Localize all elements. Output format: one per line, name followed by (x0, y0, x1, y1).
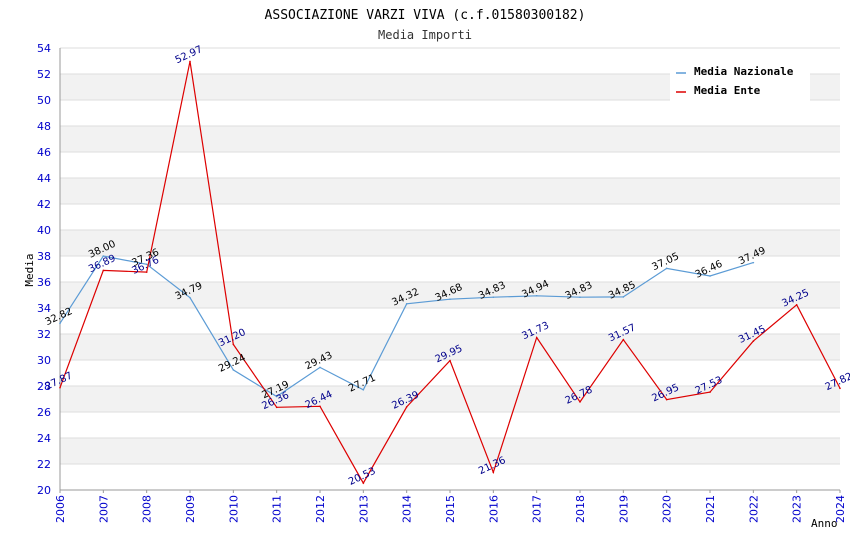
y-tick-label: 40 (37, 224, 51, 237)
data-point (795, 303, 798, 306)
x-tick-label: 2023 (791, 495, 804, 523)
data-point (535, 336, 538, 339)
legend-box (670, 60, 810, 102)
x-tick-label: 2021 (704, 495, 717, 523)
y-tick-label: 48 (37, 120, 51, 133)
data-point (579, 296, 581, 299)
data-point (752, 261, 755, 264)
x-tick-label: 2015 (444, 495, 457, 523)
data-point (665, 398, 668, 401)
data-label: 52.97 (174, 44, 205, 66)
data-point (102, 269, 105, 272)
y-tick-label: 32 (37, 328, 51, 341)
x-tick-label: 2010 (227, 495, 240, 523)
grid-band (60, 126, 840, 152)
y-axis-label: Media (23, 253, 36, 286)
x-tick-label: 2007 (97, 495, 110, 523)
x-tick-label: 2014 (401, 495, 414, 523)
y-tick-label: 24 (37, 432, 51, 445)
data-label: 20.53 (347, 466, 378, 488)
x-tick-labels: 2006 2007 2008 2009 2010 2011 2012 2013 2014 2015… (54, 490, 847, 523)
legend: Media Nazionale Media Ente (670, 60, 810, 102)
data-point (839, 387, 841, 390)
x-tick-label: 2020 (661, 495, 674, 523)
data-point (405, 303, 408, 305)
data-point (319, 405, 321, 408)
y-tick-label: 20 (37, 484, 51, 497)
chart-subtitle: Media Importi (378, 28, 472, 42)
data-label: 36.46 (694, 259, 725, 281)
y-tick-labels: 20 22 24 26 28 30 32 34 36 38 40 42 44 46 48 50 52 54 (37, 42, 51, 497)
data-point (752, 340, 755, 342)
x-tick-label: 2017 (531, 495, 544, 523)
y-tick-label: 46 (37, 146, 51, 159)
data-point (405, 406, 408, 408)
x-tick-label: 2009 (184, 495, 197, 523)
grid-band (60, 230, 840, 256)
y-tick-label: 26 (37, 406, 51, 419)
data-point (492, 296, 495, 299)
data-point (362, 388, 365, 391)
data-point (665, 267, 668, 270)
y-tick-label: 36 (37, 276, 51, 289)
data-point (232, 343, 235, 346)
data-point (189, 296, 191, 299)
grid-band (60, 386, 840, 412)
x-tick-label: 2018 (574, 495, 587, 523)
x-tick-label: 2013 (357, 495, 370, 523)
grid-band (60, 438, 840, 464)
data-point (709, 275, 711, 277)
x-tick-label: 2016 (487, 495, 500, 523)
x-tick-label: 2008 (141, 495, 154, 523)
data-point (102, 255, 105, 257)
y-tick-label: 42 (37, 198, 51, 211)
data-point (275, 406, 278, 409)
y-tick-label: 52 (37, 68, 51, 81)
x-tick-label: 2024 (834, 495, 847, 523)
data-point (622, 296, 625, 298)
y-tick-label: 50 (37, 94, 51, 107)
data-point (535, 294, 538, 297)
x-tick-label: 2006 (54, 495, 67, 523)
grid-band (60, 334, 840, 360)
grid-band (60, 282, 840, 308)
data-point (59, 322, 61, 325)
y-tick-label: 28 (37, 380, 51, 393)
data-point (709, 391, 711, 393)
legend-label-ente: Media Ente (694, 84, 761, 97)
data-point (145, 263, 148, 266)
y-tick-label: 34 (37, 302, 51, 315)
data-point (232, 369, 235, 371)
data-point (362, 482, 365, 484)
legend-label-nazionale: Media Nazionale (694, 65, 794, 78)
data-point (275, 395, 278, 398)
data-point (59, 386, 61, 389)
data-point (449, 359, 451, 362)
y-tick-label: 44 (37, 172, 51, 185)
x-tick-label: 2012 (314, 495, 327, 523)
chart-title: ASSOCIAZIONE VARZI VIVA (c.f.01580300182… (265, 8, 586, 23)
data-point (145, 271, 148, 273)
grid-bands (60, 74, 840, 464)
data-point (622, 338, 625, 341)
x-tick-label: 2011 (271, 495, 284, 523)
y-tick-label: 38 (37, 250, 51, 263)
data-point (449, 298, 451, 300)
y-tick-label: 30 (37, 354, 51, 367)
data-point (189, 60, 191, 63)
x-tick-label: 2022 (747, 495, 760, 523)
grid-band (60, 178, 840, 204)
y-tick-label: 22 (37, 458, 51, 471)
data-point (579, 401, 581, 403)
y-tick-label: 54 (37, 42, 51, 55)
x-axis-label: Anno (811, 517, 838, 530)
series-lines (59, 60, 841, 485)
data-point (319, 366, 321, 369)
data-point (492, 471, 495, 474)
x-tick-label: 2019 (617, 495, 630, 523)
